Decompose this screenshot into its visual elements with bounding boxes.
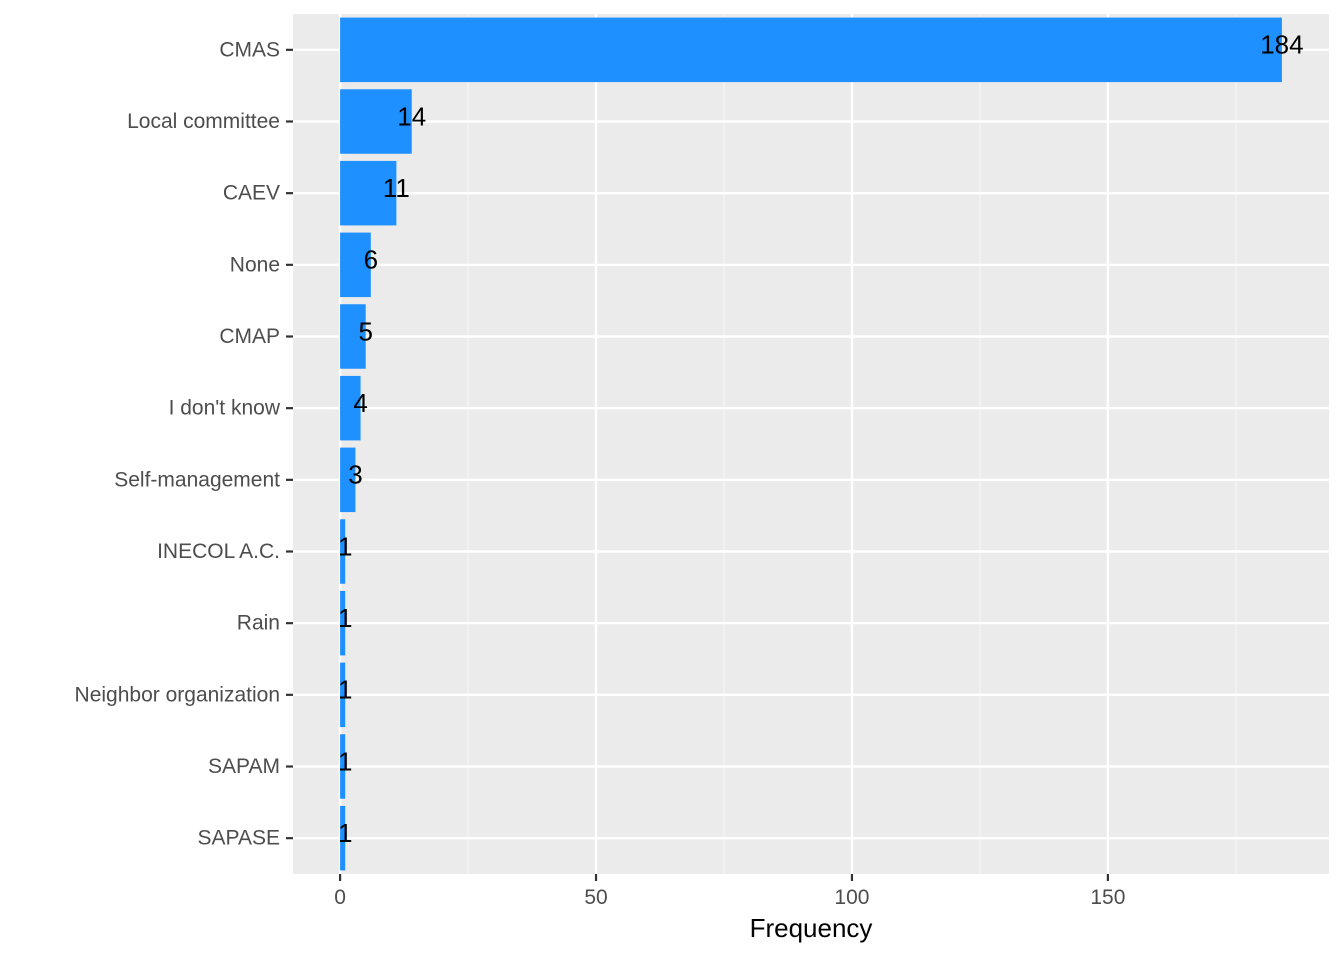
bar bbox=[340, 519, 346, 584]
bar bbox=[340, 232, 371, 298]
data-label: 14 bbox=[397, 101, 426, 131]
bar bbox=[340, 662, 346, 728]
data-label: 6 bbox=[364, 245, 378, 275]
bar bbox=[340, 17, 1282, 83]
x-tick-label: 50 bbox=[584, 886, 607, 909]
y-tick-label: I don't know bbox=[169, 397, 281, 420]
minor-gridlines bbox=[467, 14, 1237, 874]
data-label: 11 bbox=[383, 173, 410, 203]
major-gridlines bbox=[293, 14, 1329, 874]
x-tick-label: 150 bbox=[1090, 886, 1125, 909]
y-tick-label: CAEV bbox=[223, 182, 280, 205]
data-label: 5 bbox=[358, 316, 372, 346]
data-label: 1 bbox=[338, 603, 352, 633]
x-axis: 0 50 100 150 bbox=[334, 874, 1125, 909]
x-tick-label: 0 bbox=[334, 886, 346, 909]
y-tick-label: None bbox=[230, 253, 280, 276]
y-tick-label: Neighbor organization bbox=[75, 683, 280, 706]
y-tick-label: SAPASE bbox=[198, 827, 280, 850]
x-tick-label: 100 bbox=[834, 886, 869, 909]
x-axis-title: Frequency bbox=[750, 913, 873, 943]
y-axis: CMAS Local committee CAEV None CMAP I don't k… bbox=[75, 38, 293, 850]
data-label: 1 bbox=[338, 746, 352, 776]
y-tick-label: SAPAM bbox=[208, 755, 280, 778]
y-tick-label: Self-management bbox=[114, 468, 280, 491]
bar bbox=[340, 89, 412, 154]
bar bbox=[340, 160, 397, 226]
bar bbox=[340, 447, 356, 513]
data-label: 3 bbox=[348, 460, 362, 490]
data-label: 1 bbox=[338, 675, 352, 705]
y-tick-label: Rain bbox=[237, 612, 280, 635]
y-tick-label: INECOL A.C. bbox=[157, 540, 280, 563]
bar bbox=[340, 734, 346, 799]
data-label: 1 bbox=[338, 818, 352, 848]
plot-panel bbox=[293, 14, 1329, 874]
bars bbox=[340, 17, 1282, 871]
data-label: 4 bbox=[353, 388, 367, 418]
y-tick-label: Local committee bbox=[127, 110, 280, 133]
data-label: 184 bbox=[1260, 30, 1303, 60]
bar bbox=[340, 304, 366, 369]
bar bbox=[340, 805, 346, 871]
bar bbox=[340, 375, 361, 441]
y-tick-label: CMAS bbox=[219, 38, 280, 61]
bar bbox=[340, 590, 346, 656]
data-label: 1 bbox=[338, 531, 352, 561]
y-tick-label: CMAP bbox=[219, 325, 280, 348]
